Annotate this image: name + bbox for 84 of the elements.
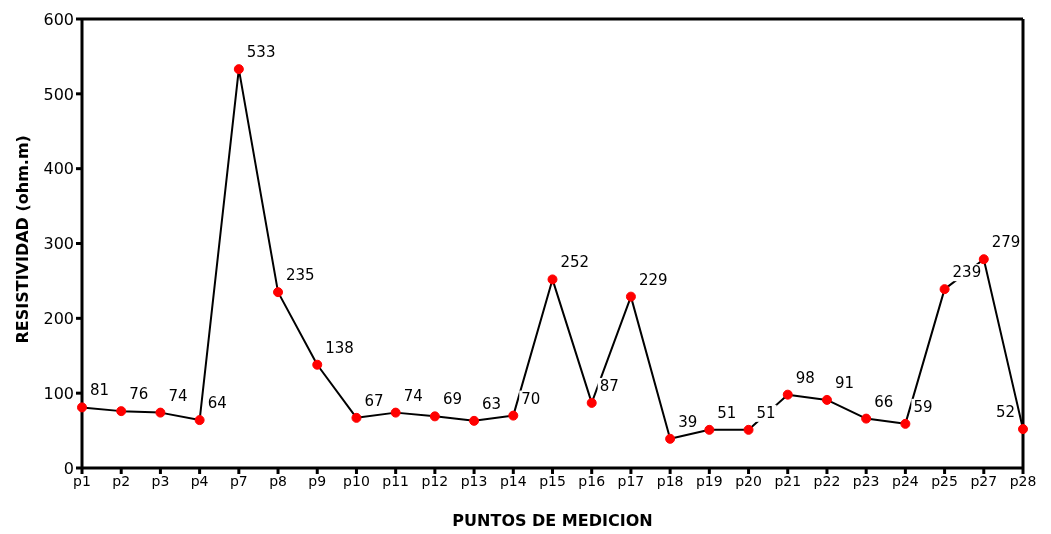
- data-label: 252: [560, 253, 590, 272]
- point: [665, 433, 676, 444]
- y-axis-title: RESISTIVIDAD (ohm.m): [12, 135, 32, 344]
- x-tick-label: p22: [813, 472, 841, 489]
- x-tick-label: p8: [269, 472, 287, 489]
- x-tick-label: p9: [308, 472, 327, 489]
- y-tick-label: 100: [43, 383, 74, 403]
- x-tick-label: p14: [499, 472, 527, 489]
- data-label: 229: [638, 270, 668, 289]
- x-tick-label: p21: [774, 472, 802, 489]
- point: [273, 287, 284, 298]
- x-tick-label: p27: [970, 472, 998, 489]
- data-label: 51: [756, 403, 776, 422]
- point: [782, 389, 793, 400]
- data-label: 91: [834, 373, 855, 392]
- data-label: 64: [207, 394, 227, 413]
- y-tick-label: 400: [43, 159, 74, 179]
- point: [390, 407, 401, 418]
- point: [469, 415, 480, 426]
- x-tick-label: p1: [73, 472, 91, 489]
- data-label: 98: [795, 368, 815, 387]
- x-tick-label: p25: [931, 472, 958, 489]
- data-label: 279: [991, 233, 1021, 252]
- data-label: 67: [364, 391, 384, 410]
- point: [939, 284, 950, 295]
- data-label: 533: [246, 43, 276, 62]
- x-tick-label: p20: [735, 472, 762, 489]
- y-tick-label: 600: [43, 9, 74, 29]
- x-tick-label: p13: [460, 472, 488, 489]
- point: [312, 359, 323, 370]
- point: [547, 274, 558, 285]
- x-tick-label: p11: [382, 472, 410, 489]
- point: [978, 254, 989, 265]
- data-label: 52: [995, 403, 1015, 422]
- x-tick-label: p4: [190, 472, 209, 489]
- point: [900, 418, 911, 429]
- x-tick-label: p24: [892, 472, 919, 489]
- point: [821, 394, 832, 405]
- x-tick-label: p7: [229, 472, 248, 489]
- data-label: 70: [521, 389, 541, 408]
- x-tick-label: p17: [617, 472, 645, 489]
- point: [861, 413, 872, 424]
- point: [351, 412, 362, 423]
- point: [233, 64, 244, 75]
- point: [194, 415, 205, 426]
- point: [586, 397, 597, 408]
- x-tick-label: p28: [1009, 472, 1037, 489]
- data-label: 59: [913, 397, 933, 416]
- y-tick-label: 200: [43, 309, 74, 329]
- data-label: 76: [129, 385, 149, 404]
- data-label: 74: [168, 386, 188, 405]
- data-label: 239: [952, 263, 982, 282]
- x-axis-title: PUNTOS DE MEDICION: [452, 511, 653, 530]
- y-tick-label: 0: [63, 458, 74, 478]
- x-tick-label: p2: [112, 472, 131, 489]
- point: [155, 407, 166, 418]
- x-tick-label: p18: [656, 472, 684, 489]
- x-tick-label: p16: [578, 472, 606, 489]
- data-label: 74: [403, 386, 423, 405]
- point: [116, 406, 127, 417]
- y-tick-label: 300: [43, 234, 74, 254]
- data-label: 235: [286, 266, 315, 285]
- data-label: 66: [874, 392, 894, 411]
- data-label: 63: [482, 394, 502, 413]
- data-label: 87: [599, 376, 619, 395]
- y-tick-label: 500: [43, 84, 74, 104]
- data-label: 138: [325, 338, 354, 357]
- data-label: 39: [678, 412, 698, 431]
- data-label: 51: [717, 403, 737, 422]
- x-tick-label: p15: [539, 472, 566, 489]
- data-label: 69: [442, 390, 462, 409]
- x-tick-label: p3: [151, 472, 170, 489]
- point: [704, 424, 715, 435]
- x-tick-label: p12: [421, 472, 449, 489]
- point: [625, 291, 636, 302]
- point: [508, 410, 519, 421]
- x-tick-label: p10: [343, 472, 370, 489]
- point: [77, 402, 87, 413]
- x-tick-label: p23: [852, 472, 880, 489]
- x-tick-label: p19: [695, 472, 723, 489]
- point: [1018, 424, 1028, 435]
- point: [743, 424, 754, 435]
- data-label: 81: [90, 381, 110, 400]
- point: [429, 411, 440, 422]
